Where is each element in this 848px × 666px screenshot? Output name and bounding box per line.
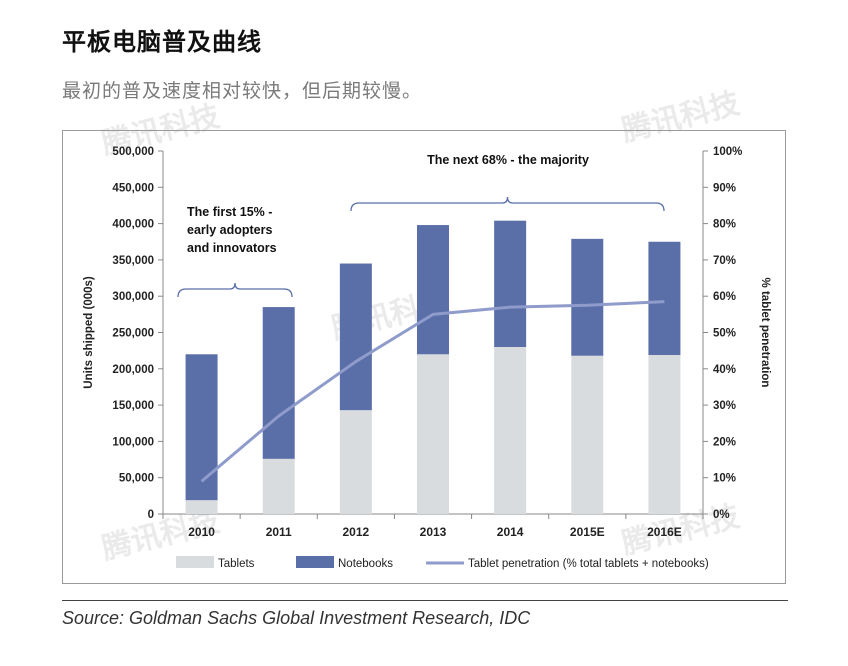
y2-tick-label: 70% (713, 255, 736, 267)
y2-tick-label: 80% (713, 219, 736, 231)
y2-tick-label: 50% (713, 328, 736, 340)
bar-notebooks (648, 241, 681, 356)
annotation-label: early adopters (187, 223, 273, 237)
y-axis-title: Units shipped (000s) (83, 276, 95, 389)
y2-tick-label: 40% (713, 364, 736, 376)
annotation-brace-majority (350, 196, 665, 212)
y-tick-label: 150,000 (112, 400, 154, 412)
page-title: 平板电脑普及曲线 (62, 28, 262, 56)
legend-swatch-notebooks (296, 556, 334, 568)
y-tick-label: 300,000 (112, 291, 154, 303)
y-tick-label: 400,000 (112, 219, 154, 231)
bar-notebooks (571, 238, 604, 356)
x-tick-label: 2011 (266, 525, 292, 539)
y-tick-label: 350,000 (112, 255, 154, 267)
y-tick-label: 50,000 (119, 473, 154, 485)
page-subtitle: 最初的普及速度相对较快，但后期较慢。 (62, 80, 423, 102)
annotation-label: The next 68% - the majority (427, 153, 589, 167)
y2-tick-label: 30% (713, 400, 736, 412)
legend-swatch-tablets (176, 556, 214, 568)
y-tick-label: 200,000 (112, 364, 154, 376)
y-tick-label: 100,000 (112, 436, 154, 448)
y2-axis-title: % tablet penetration (759, 278, 771, 388)
y-tick-label: 0 (148, 509, 154, 521)
annotation-brace-early (177, 282, 293, 298)
bar-tablets (494, 347, 527, 514)
bar-notebooks (339, 263, 372, 411)
x-tick-label: 2013 (420, 525, 447, 539)
source-note: Source: Goldman Sachs Global Investment … (62, 608, 531, 628)
x-tick-label: 2014 (497, 525, 524, 539)
annotation-label: and innovators (187, 241, 277, 255)
y2-tick-label: 10% (713, 473, 736, 485)
y-tick-label: 500,000 (112, 146, 154, 158)
y-tick-label: 250,000 (112, 328, 154, 340)
bar-tablets (262, 458, 295, 514)
bar-tablets (417, 354, 449, 514)
y2-tick-label: 90% (713, 182, 736, 194)
bar-notebooks (185, 354, 218, 501)
x-tick-label: 2012 (343, 525, 370, 539)
legend-label: Tablet penetration (% total tablets + no… (468, 558, 709, 570)
legend-label: Tablets (218, 558, 255, 570)
y-tick-label: 450,000 (112, 182, 154, 194)
annotation-label: The first 15% - (187, 205, 272, 219)
bar-tablets (185, 500, 218, 514)
x-tick-label: 2015E (570, 525, 605, 539)
y2-tick-label: 0% (713, 509, 730, 521)
bar-tablets (571, 355, 604, 514)
x-tick-label: 2016E (647, 525, 682, 539)
bar-notebooks (417, 225, 449, 355)
bar-notebooks (494, 220, 527, 348)
bar-tablets (648, 355, 681, 514)
bar-tablets (339, 410, 372, 514)
legend-label: Notebooks (338, 558, 393, 570)
y2-tick-label: 20% (713, 436, 736, 448)
y2-tick-label: 100% (713, 146, 742, 158)
penetration-line (200, 300, 665, 483)
bar-notebooks (262, 307, 295, 459)
y2-tick-label: 60% (713, 291, 736, 303)
source-divider (62, 600, 788, 601)
chart-frame (62, 130, 786, 584)
x-tick-label: 2010 (188, 525, 215, 539)
